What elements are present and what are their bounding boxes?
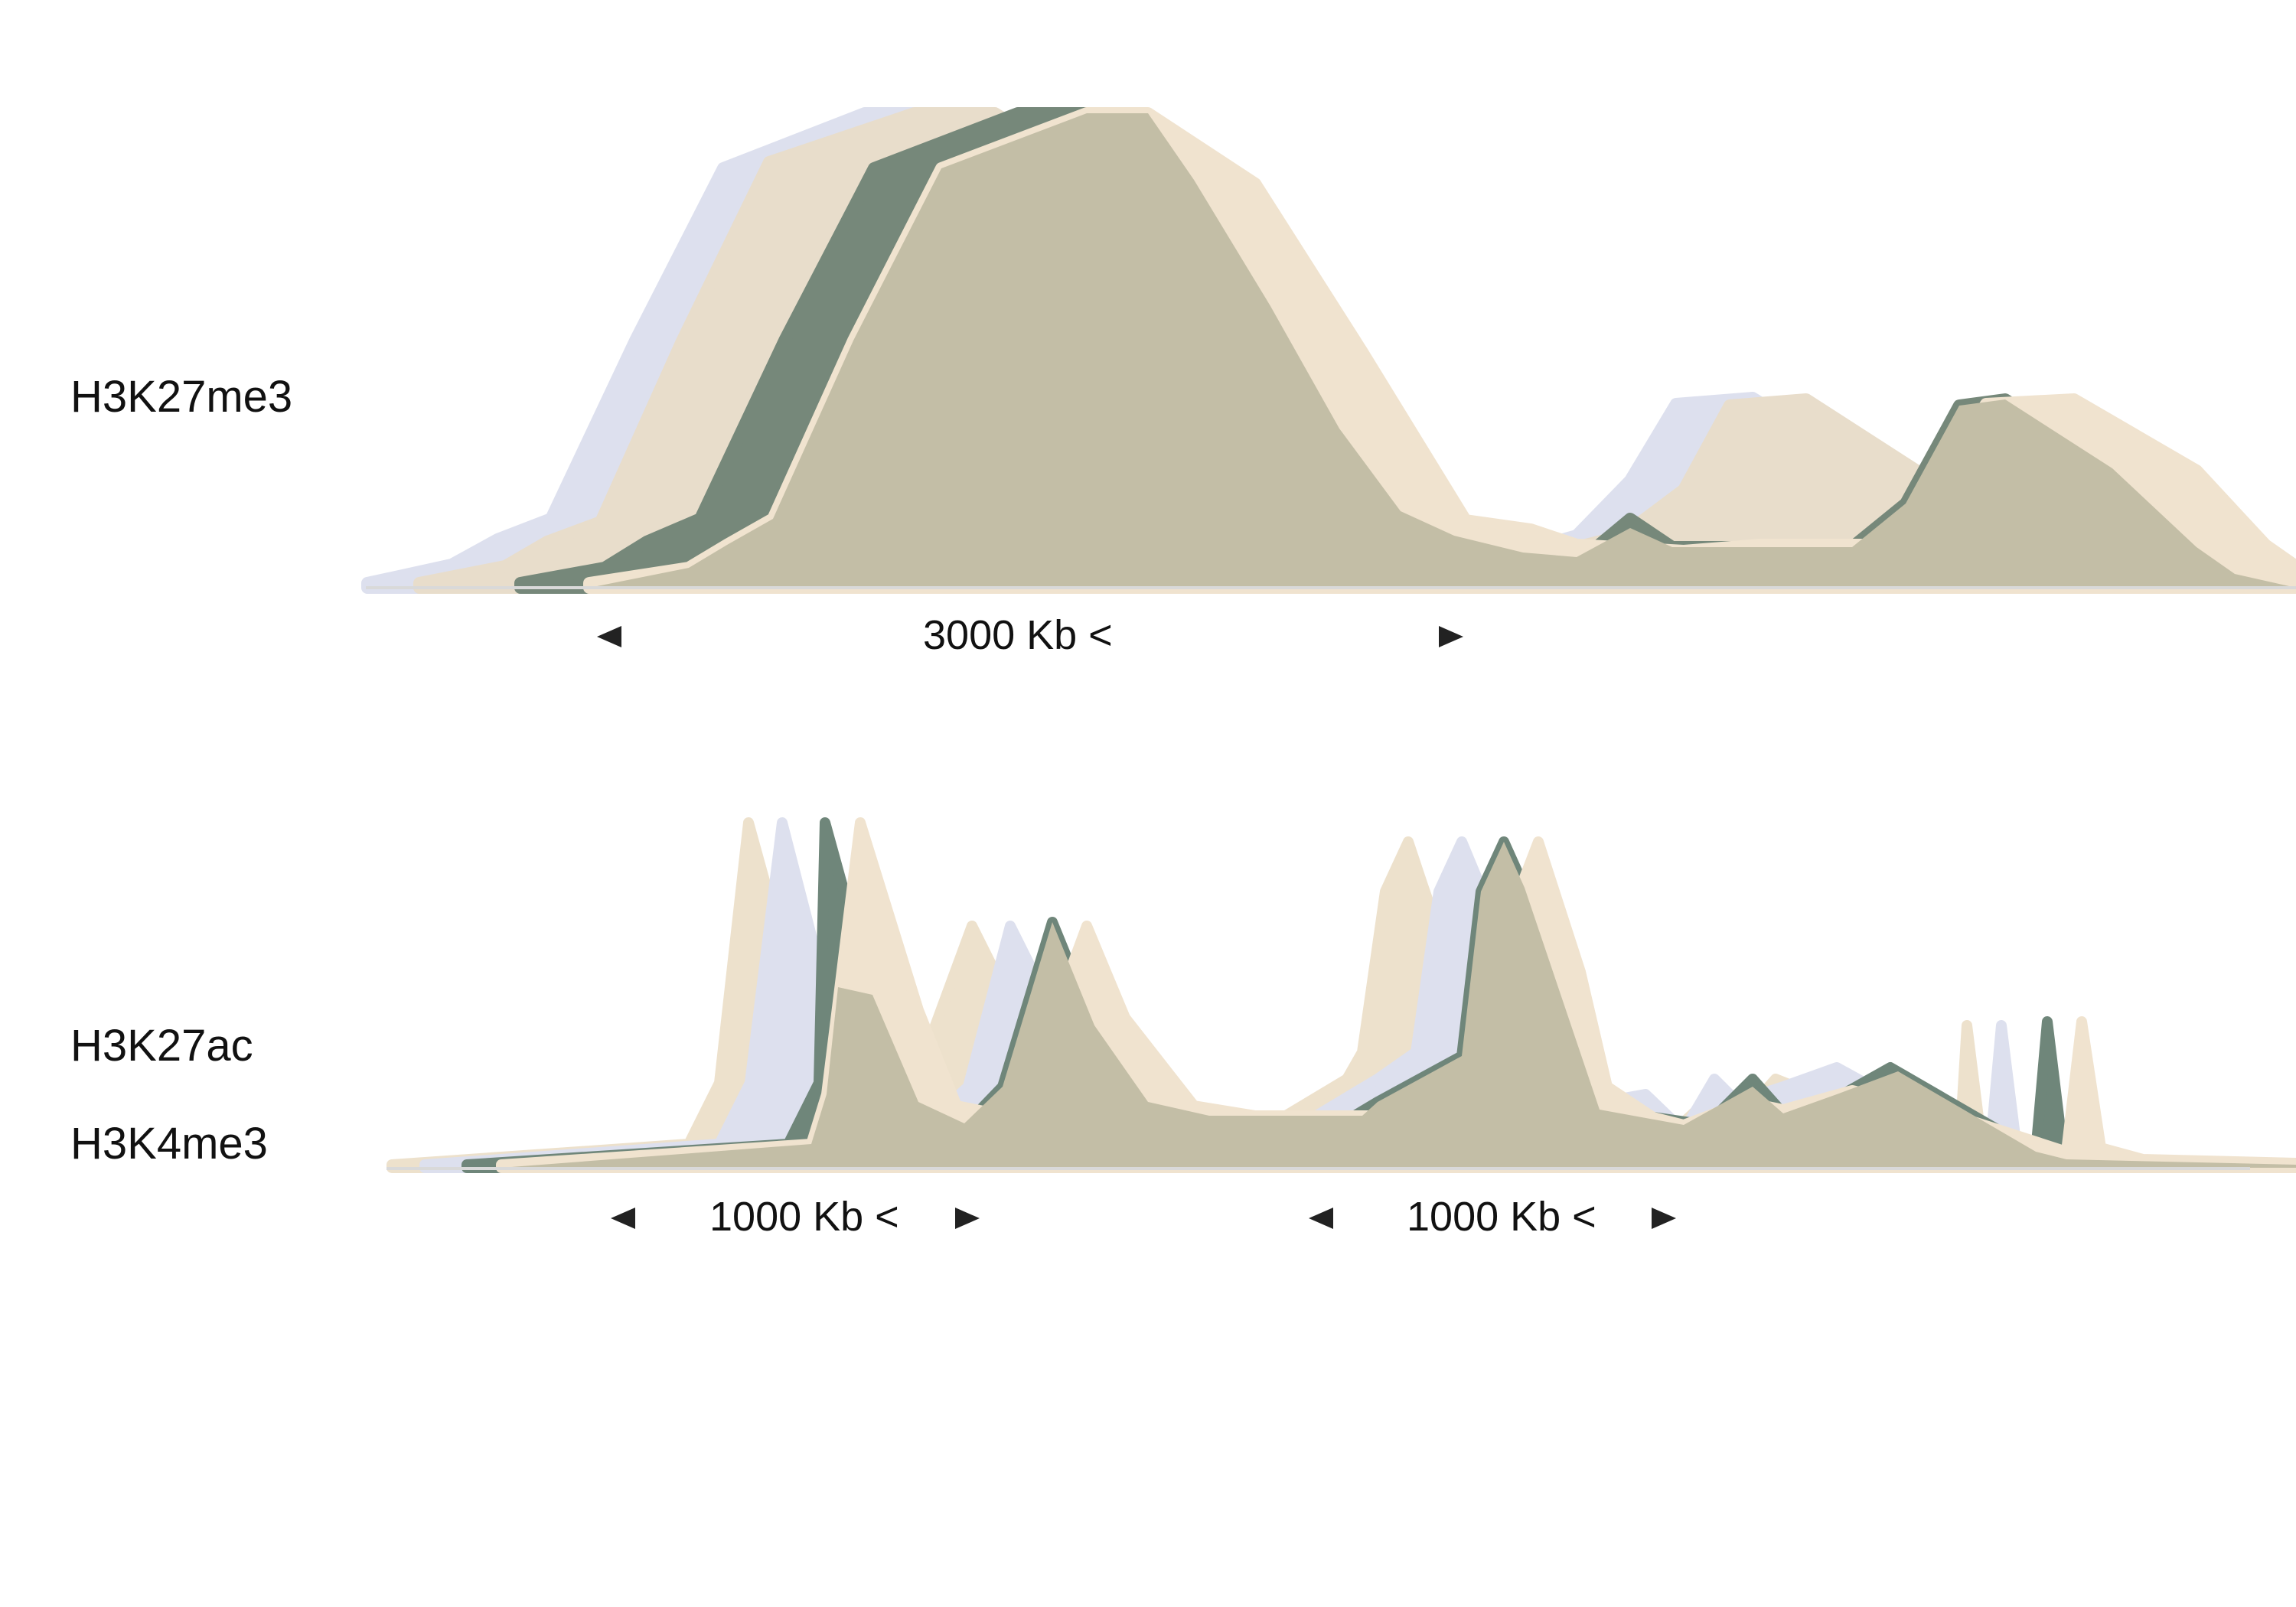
h3k27me3-label: H3K27me3 [70, 372, 292, 422]
scale-bar-1000kb-left: 1000 Kb < [611, 1194, 980, 1240]
scale-bar-label-1000kb-right: 1000 Kb < [1407, 1194, 1596, 1240]
h3k4me3-label: H3K4me3 [70, 1119, 268, 1169]
h3k27ac-h3k4me3-track [386, 817, 2296, 1173]
arrow-left-icon [611, 1208, 635, 1229]
arrow-right-icon [1439, 626, 1463, 647]
h3k27me3-track [361, 107, 2296, 594]
arrow-right-icon [955, 1208, 980, 1229]
h3k27ac-label: H3K27ac [70, 1021, 253, 1071]
arrow-left-icon [597, 626, 621, 647]
arrow-right-icon [1652, 1208, 1676, 1229]
arrow-left-icon [1309, 1208, 1333, 1229]
bottom-signal-overlap [501, 842, 2296, 1168]
scale-bar-label-1000kb-left: 1000 Kb < [709, 1194, 899, 1240]
scale-bar-3000kb: 3000 Kb < [597, 612, 1463, 658]
h3k27me3-signal-overlap [589, 113, 2296, 588]
scale-bar-1000kb-right: 1000 Kb < [1309, 1194, 1676, 1240]
scale-bar-label-3000kb: 3000 Kb < [923, 612, 1113, 658]
